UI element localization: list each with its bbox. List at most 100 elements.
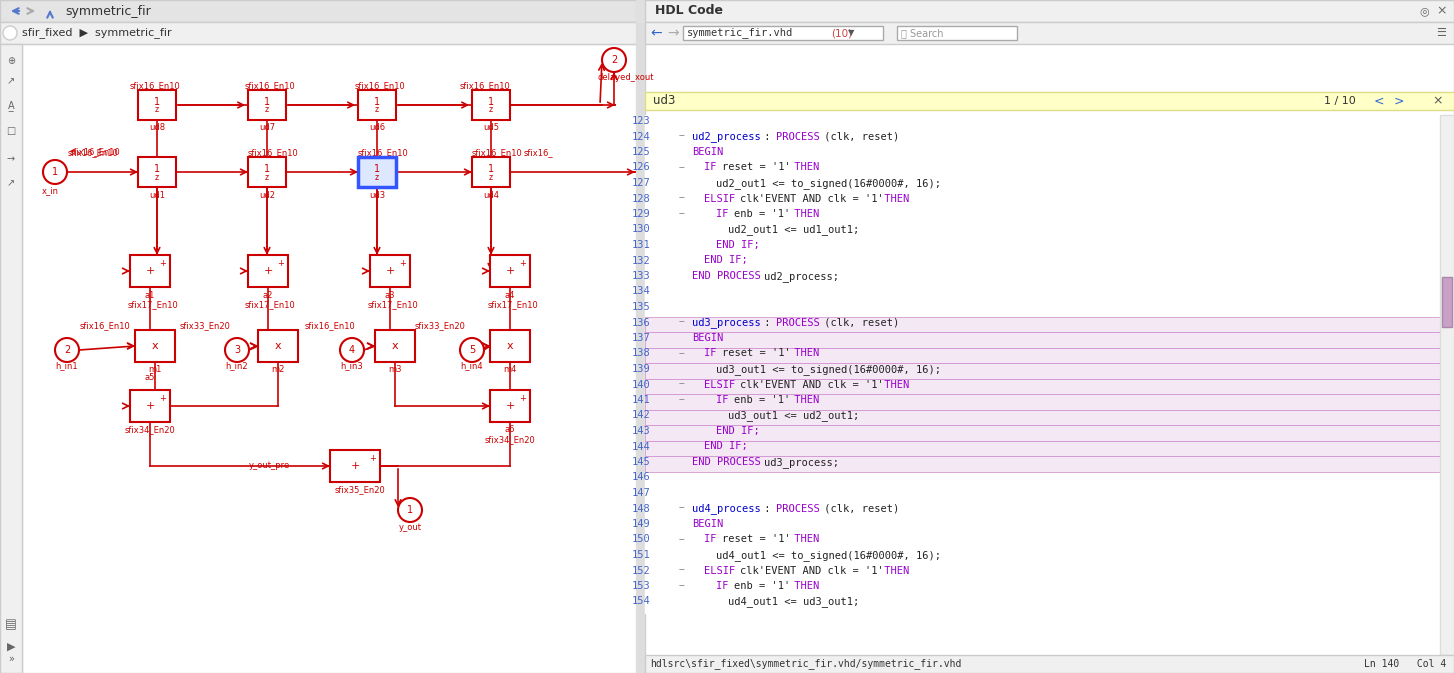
- Text: ud2_process: ud2_process: [692, 131, 760, 143]
- Text: clk'EVENT AND clk = '1': clk'EVENT AND clk = '1': [740, 194, 884, 203]
- Circle shape: [602, 48, 627, 72]
- Text: 143: 143: [631, 426, 650, 436]
- Text: sfix16_En10: sfix16_En10: [129, 81, 180, 90]
- Text: m2: m2: [272, 365, 285, 374]
- Text: clk'EVENT AND clk = '1': clk'EVENT AND clk = '1': [740, 380, 884, 390]
- Bar: [257, 330, 298, 362]
- Text: BEGIN: BEGIN: [692, 147, 723, 157]
- Text: z: z: [375, 172, 379, 182]
- Text: +: +: [158, 394, 166, 403]
- Text: :: :: [758, 131, 776, 141]
- Text: <: <: [1374, 94, 1384, 108]
- Text: IF: IF: [715, 209, 734, 219]
- Bar: [22, 44, 640, 673]
- Text: sfir_fixed  ▶  symmetric_fir: sfir_fixed ▶ symmetric_fir: [22, 28, 172, 38]
- Text: ud4_out1 <= to_signed(16#0000#, 16);: ud4_out1 <= to_signed(16#0000#, 16);: [715, 550, 941, 561]
- Text: ←: ←: [650, 26, 662, 40]
- Text: END PROCESS: END PROCESS: [692, 271, 768, 281]
- Text: −: −: [679, 194, 685, 203]
- Text: 128: 128: [631, 194, 650, 203]
- Text: ud4_out1 <= ud3_out1;: ud4_out1 <= ud3_out1;: [728, 596, 859, 608]
- Circle shape: [340, 338, 364, 362]
- Circle shape: [3, 26, 17, 40]
- Text: THEN: THEN: [878, 380, 909, 390]
- Circle shape: [459, 338, 484, 362]
- Text: sfix16_En10: sfix16_En10: [80, 322, 131, 330]
- Text: sfix17_En10: sfix17_En10: [368, 301, 419, 310]
- Text: (10): (10): [832, 28, 852, 38]
- Text: 1: 1: [407, 505, 413, 515]
- Bar: [249, 157, 286, 187]
- Text: 🔍 Search: 🔍 Search: [901, 28, 944, 38]
- Text: −: −: [679, 209, 685, 219]
- Bar: [646, 22, 1454, 44]
- Text: sfix17_En10: sfix17_En10: [246, 301, 295, 310]
- Text: BEGIN: BEGIN: [692, 519, 723, 529]
- Text: HDL Code: HDL Code: [654, 5, 723, 17]
- Text: PROCESS: PROCESS: [776, 503, 820, 513]
- Text: ↗: ↗: [7, 76, 15, 86]
- Text: x: x: [506, 341, 513, 351]
- Text: m4: m4: [503, 365, 516, 374]
- Text: sfix16_En10: sfix16_En10: [249, 149, 298, 157]
- Bar: [646, 425, 1439, 441]
- Text: 144: 144: [631, 441, 650, 452]
- Text: 1: 1: [374, 164, 379, 174]
- Text: reset = '1': reset = '1': [723, 162, 791, 172]
- Text: THEN: THEN: [878, 565, 909, 575]
- Text: 146: 146: [631, 472, 650, 483]
- Text: −: −: [679, 395, 685, 405]
- Text: 4: 4: [349, 345, 355, 355]
- Text: PROCESS: PROCESS: [776, 318, 820, 328]
- Text: 132: 132: [631, 256, 650, 266]
- Text: clk'EVENT AND clk = '1': clk'EVENT AND clk = '1': [740, 565, 884, 575]
- Bar: [1439, 115, 1454, 655]
- Text: 138: 138: [631, 349, 650, 359]
- Text: 139: 139: [631, 364, 650, 374]
- Bar: [129, 255, 170, 287]
- Text: >: >: [1394, 94, 1405, 108]
- Text: ud3_process: ud3_process: [692, 318, 760, 328]
- Text: +: +: [158, 259, 166, 268]
- Text: 149: 149: [631, 519, 650, 529]
- Bar: [375, 330, 414, 362]
- Text: h_in4: h_in4: [461, 361, 483, 371]
- Bar: [358, 90, 395, 120]
- Text: IF: IF: [704, 534, 723, 544]
- Text: a5: a5: [145, 374, 156, 382]
- Text: 2: 2: [64, 345, 70, 355]
- Text: 1 / 10: 1 / 10: [1325, 96, 1355, 106]
- Bar: [683, 26, 883, 40]
- Text: sfix33_En20: sfix33_En20: [180, 322, 231, 330]
- Text: sfix16_En10: sfix16_En10: [70, 147, 121, 157]
- Text: ▼: ▼: [848, 28, 855, 38]
- Bar: [646, 441, 1439, 456]
- Text: 142: 142: [631, 411, 650, 421]
- Bar: [473, 90, 510, 120]
- Text: THEN: THEN: [788, 349, 819, 359]
- Text: −: −: [679, 162, 685, 172]
- Bar: [135, 330, 174, 362]
- Text: +: +: [385, 266, 394, 276]
- Text: +: +: [350, 461, 359, 471]
- Text: +: +: [506, 266, 515, 276]
- Text: ud2_process;: ud2_process;: [763, 271, 839, 282]
- Bar: [330, 450, 379, 482]
- Text: (clk, reset): (clk, reset): [819, 318, 899, 328]
- Text: sfix16_En10: sfix16_En10: [358, 149, 409, 157]
- Circle shape: [225, 338, 249, 362]
- Text: 127: 127: [631, 178, 650, 188]
- Text: ELSIF: ELSIF: [704, 380, 742, 390]
- Text: sfix16_En10: sfix16_En10: [355, 81, 406, 90]
- Text: 151: 151: [631, 550, 650, 560]
- Text: (clk, reset): (clk, reset): [819, 503, 899, 513]
- Text: ud2_out1 <= to_signed(16#0000#, 16);: ud2_out1 <= to_signed(16#0000#, 16);: [715, 178, 941, 189]
- Text: y_out_pre: y_out_pre: [249, 462, 289, 470]
- Bar: [640, 0, 1454, 673]
- Text: ud3: ud3: [653, 94, 675, 108]
- Text: 1: 1: [265, 97, 270, 107]
- Bar: [646, 316, 1439, 332]
- Text: +: +: [278, 259, 284, 268]
- Text: −: −: [679, 565, 685, 575]
- Text: z: z: [265, 172, 269, 182]
